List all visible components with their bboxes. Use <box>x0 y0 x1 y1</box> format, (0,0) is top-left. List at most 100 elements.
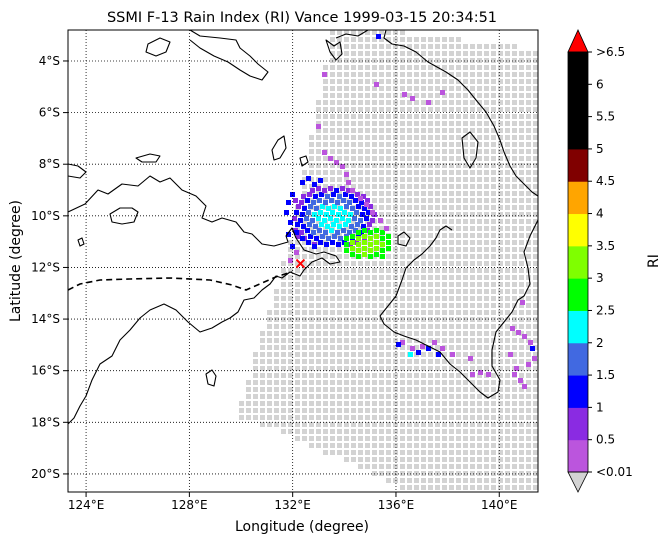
swath-pixel <box>365 317 370 322</box>
swath-pixel <box>407 247 412 252</box>
swath-pixel <box>414 121 419 126</box>
swath-pixel <box>421 387 426 392</box>
rain-pixel <box>364 216 369 221</box>
coastline-tanimbar <box>271 135 287 161</box>
swath-pixel <box>323 324 328 329</box>
swath-pixel <box>456 156 461 161</box>
swath-pixel <box>379 282 384 287</box>
swath-pixel <box>491 310 496 315</box>
swath-pixel <box>344 100 349 105</box>
swath-pixel <box>274 408 279 413</box>
rain-pixel <box>301 194 306 199</box>
rain-pixel <box>378 218 383 223</box>
swath-pixel <box>442 121 447 126</box>
rain-pixel <box>365 228 370 233</box>
swath-pixel <box>470 205 475 210</box>
swath-pixel <box>421 156 426 161</box>
swath-pixel <box>505 93 510 98</box>
swath-pixel <box>526 275 531 280</box>
swath-pixel <box>316 387 321 392</box>
swath-pixel <box>379 450 384 455</box>
swath-pixel <box>358 310 363 315</box>
swath-pixel <box>533 457 538 462</box>
swath-pixel <box>316 275 321 280</box>
swath-pixel <box>442 212 447 217</box>
swath-pixel <box>351 65 356 70</box>
swath-pixel <box>358 65 363 70</box>
swath-pixel <box>421 247 426 252</box>
swath-pixel <box>379 212 384 217</box>
rain-pixel <box>286 232 291 237</box>
rain-pixel <box>305 228 310 233</box>
swath-pixel <box>281 331 286 336</box>
swath-pixel <box>498 485 503 490</box>
swath-pixel <box>351 100 356 105</box>
swath-pixel <box>358 142 363 147</box>
swath-pixel <box>505 401 510 406</box>
rain-pixel <box>356 248 361 253</box>
longitude-tick-label: 140°E <box>481 498 518 512</box>
swath-pixel <box>512 72 517 77</box>
colorbar-segment <box>568 181 588 215</box>
swath-pixel <box>463 51 468 56</box>
swath-pixel <box>358 261 363 266</box>
swath-pixel <box>288 324 293 329</box>
swath-pixel <box>519 345 524 350</box>
swath-pixel <box>351 72 356 77</box>
swath-pixel <box>309 317 314 322</box>
swath-pixel <box>526 373 531 378</box>
swath-pixel <box>512 58 517 63</box>
swath-pixel <box>505 485 510 490</box>
swath-pixel <box>442 142 447 147</box>
rain-pixel <box>364 202 369 207</box>
swath-pixel <box>302 303 307 308</box>
swath-pixel <box>477 163 482 168</box>
swath-pixel <box>386 289 391 294</box>
swath-pixel <box>351 268 356 273</box>
swath-pixel <box>428 156 433 161</box>
swath-pixel <box>414 359 419 364</box>
swath-pixel <box>330 450 335 455</box>
swath-pixel <box>407 303 412 308</box>
swath-pixel <box>351 289 356 294</box>
swath-pixel <box>295 268 300 273</box>
swath-pixel <box>323 450 328 455</box>
swath-pixel <box>491 156 496 161</box>
swath-pixel <box>484 135 489 140</box>
swath-pixel <box>407 331 412 336</box>
swath-pixel <box>456 408 461 413</box>
swath-pixel <box>533 156 538 161</box>
rain-pixel <box>356 230 361 235</box>
swath-pixel <box>526 177 531 182</box>
swath-pixel <box>477 310 482 315</box>
swath-pixel <box>386 464 391 469</box>
swath-pixel <box>358 331 363 336</box>
swath-pixel <box>442 163 447 168</box>
swath-pixel <box>442 310 447 315</box>
swath-pixel <box>316 128 321 133</box>
swath-pixel <box>407 142 412 147</box>
colorbar-tick-label: >6.5 <box>596 45 625 59</box>
swath-pixel <box>463 422 468 427</box>
swath-pixel <box>414 219 419 224</box>
swath-pixel <box>267 317 272 322</box>
swath-pixel <box>505 107 510 112</box>
swath-pixel <box>449 485 454 490</box>
swath-pixel <box>407 44 412 49</box>
swath-pixel <box>302 191 307 196</box>
swath-pixel <box>463 457 468 462</box>
swath-pixel <box>288 345 293 350</box>
swath-pixel <box>302 247 307 252</box>
rain-pixel <box>374 82 379 87</box>
swath-pixel <box>484 366 489 371</box>
swath-pixel <box>386 366 391 371</box>
swath-pixel <box>358 184 363 189</box>
latitude-tick-label: 18°S <box>31 415 60 429</box>
swath-pixel <box>435 149 440 154</box>
swath-pixel <box>435 156 440 161</box>
swath-pixel <box>358 443 363 448</box>
swath-pixel <box>484 324 489 329</box>
swath-pixel <box>337 303 342 308</box>
colorbar-segment <box>568 116 588 150</box>
swath-pixel <box>435 205 440 210</box>
